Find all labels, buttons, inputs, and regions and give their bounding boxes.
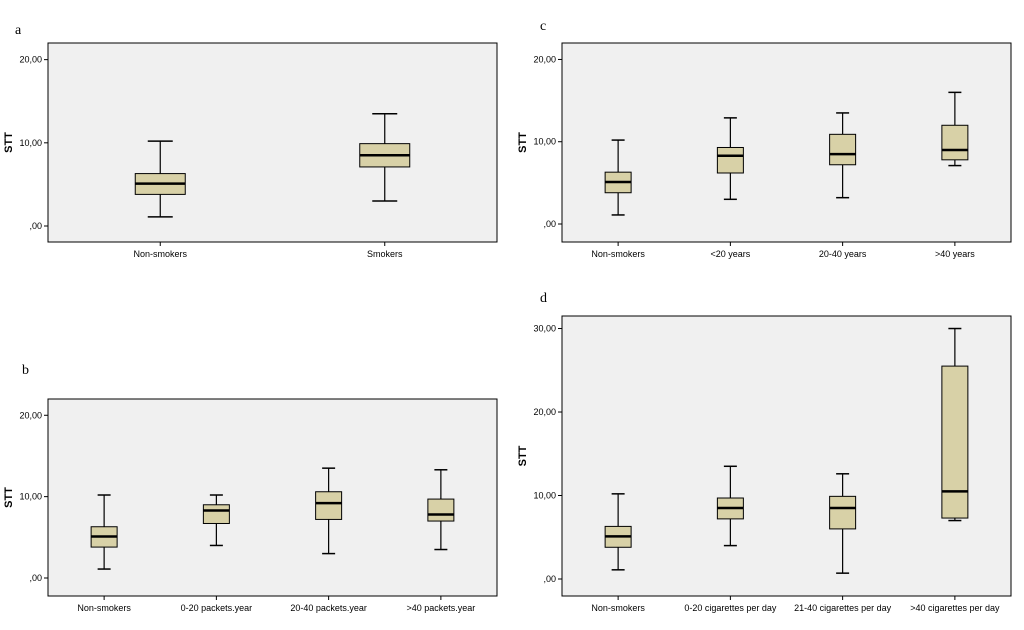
box-2 [716,117,744,201]
panel-d: d ,00 10,00 20,00 30,00 STT Non-smokers 0-20 ci… [517,291,1012,613]
y-tick-label: 10,00 [533,491,556,501]
box-3 [829,112,857,199]
y-tick-label: 20,00 [533,54,556,64]
y-tick-label: 20,00 [533,407,556,417]
y-tick-label: 10,00 [533,137,556,147]
box-1 [90,494,118,570]
box-1 [604,493,632,571]
panel-letter: c [540,19,546,34]
y-tick-label: ,00 [543,219,556,229]
category-label: >40 packets.year [406,603,475,613]
iqr-box [315,491,343,520]
category-label: >40 years [935,249,975,259]
category-label: 0-20 cigarettes per day [684,603,777,613]
y-axis-label: STT [517,132,529,153]
iqr-box [716,146,744,174]
plot-area [561,42,1012,243]
panel-c: c ,00 10,00 20,00 STT Non-smokers <20 years 20-… [517,19,1012,259]
iqr-box [941,124,969,161]
category-label: Non-smokers [77,603,131,613]
iqr-box [829,495,857,530]
y-tick-label: 10,00 [19,492,42,502]
category-label: Non-smokers [591,249,645,259]
box-2 [716,465,744,547]
panel-a: a ,00 10,00 20,00 STT Non-smokers Smokers [3,23,498,259]
category-label: >40 cigarettes per day [910,603,1000,613]
y-tick-label: 20,00 [19,55,42,65]
y-tick-label: ,00 [29,573,42,583]
plot-area [47,42,498,243]
y-axis-label: STT [3,132,15,153]
y-tick-label: ,00 [29,221,42,231]
iqr-box [202,504,230,524]
y-tick-label: 10,00 [19,138,42,148]
category-label: 0-20 packets.year [181,603,253,613]
y-tick-label: ,00 [543,574,556,584]
category-label: 21-40 cigarettes per day [794,603,892,613]
box-2 [202,494,230,547]
panel-letter: a [15,23,22,38]
iqr-box [941,365,969,519]
iqr-box [829,133,857,166]
iqr-box [427,498,455,522]
category-label: 20-40 packets.year [290,603,367,613]
panel-b: b ,00 10,00 20,00 STT Non-smokers 0-20 packets… [3,363,498,613]
plot-area [47,398,498,597]
box-2 [359,112,411,202]
y-tick-label: 20,00 [19,410,42,420]
panel-letter: b [22,363,29,378]
category-label: Non-smokers [133,249,187,259]
plot-area [561,315,1012,597]
y-tick-label: 30,00 [533,324,556,334]
box-1 [134,140,186,218]
y-axis-label: STT [517,445,529,466]
panel-letter: d [540,291,547,306]
category-label: Non-smokers [591,603,645,613]
box-4 [941,327,969,522]
y-axis-label: STT [3,487,15,508]
category-label: 20-40 years [819,249,867,259]
box-1 [604,139,632,216]
box-3 [315,467,343,555]
box-4 [427,469,455,551]
category-label: Smokers [367,249,403,259]
box-3 [829,473,857,574]
category-label: <20 years [710,249,750,259]
box-4 [941,91,969,167]
